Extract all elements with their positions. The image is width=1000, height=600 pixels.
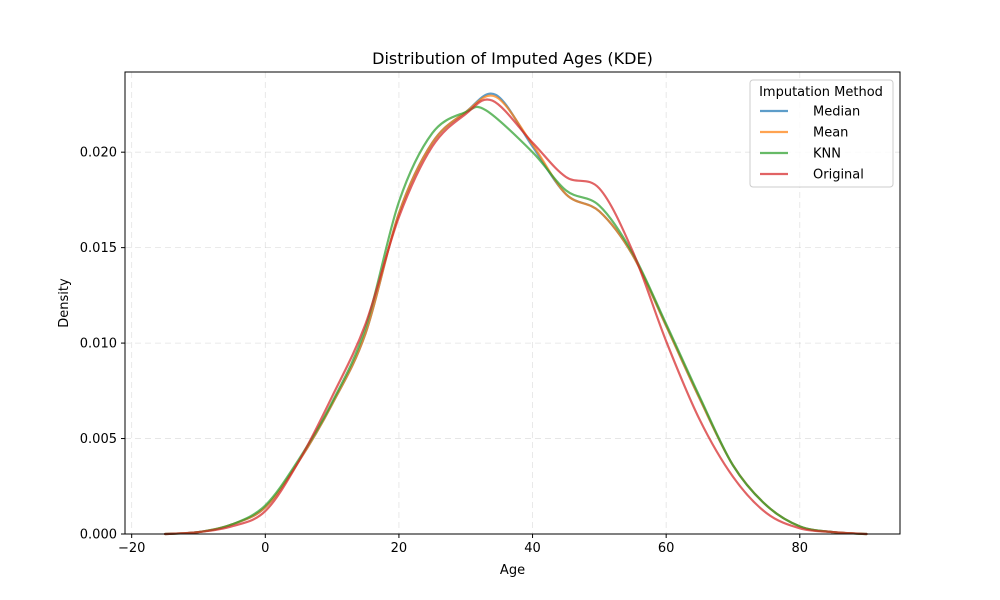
x-tick-label: 60 — [658, 541, 675, 556]
y-axis-ticks: 0.000 0.005 0.010 0.015 0.020 — [80, 146, 125, 543]
x-tick-label: 40 — [524, 541, 541, 556]
y-tick-label: 0.005 — [80, 432, 117, 447]
series-line-original — [163, 98, 868, 536]
legend-item-original: Original — [760, 168, 864, 183]
series-line-knn — [163, 105, 868, 536]
x-tick-label: 80 — [792, 541, 809, 556]
legend-items: Median Mean KNN Original — [760, 105, 864, 183]
x-tick-label: 20 — [391, 541, 408, 556]
series-layer — [163, 92, 868, 536]
legend: Imputation Method Median Mean KNN Original — [749, 79, 894, 188]
y-tick-label: 0.015 — [80, 241, 117, 256]
y-axis-label: Density — [57, 278, 72, 328]
legend-item-median: Median — [760, 105, 860, 120]
x-tick-label: −20 — [118, 541, 145, 556]
legend-frame — [749, 79, 894, 188]
legend-title: Imputation Method — [759, 85, 883, 100]
chart-title: Distribution of Imputed Ages (KDE) — [372, 49, 653, 68]
x-axis-ticks: −20 0 20 40 60 80 — [118, 534, 808, 556]
y-tick-label: 0.020 — [80, 146, 117, 161]
y-tick-label: 0.000 — [80, 528, 117, 543]
legend-label: KNN — [813, 147, 841, 162]
legend-label: Mean — [813, 126, 848, 141]
legend-item-knn: KNN — [760, 147, 841, 162]
plot-area-frame — [124, 71, 901, 535]
legend-item-mean: Mean — [760, 126, 848, 141]
legend-label: Median — [813, 105, 860, 120]
x-axis-label: Age — [500, 563, 525, 578]
legend-label: Original — [813, 168, 864, 183]
y-tick-label: 0.010 — [80, 337, 117, 352]
x-tick-label: 0 — [261, 541, 269, 556]
